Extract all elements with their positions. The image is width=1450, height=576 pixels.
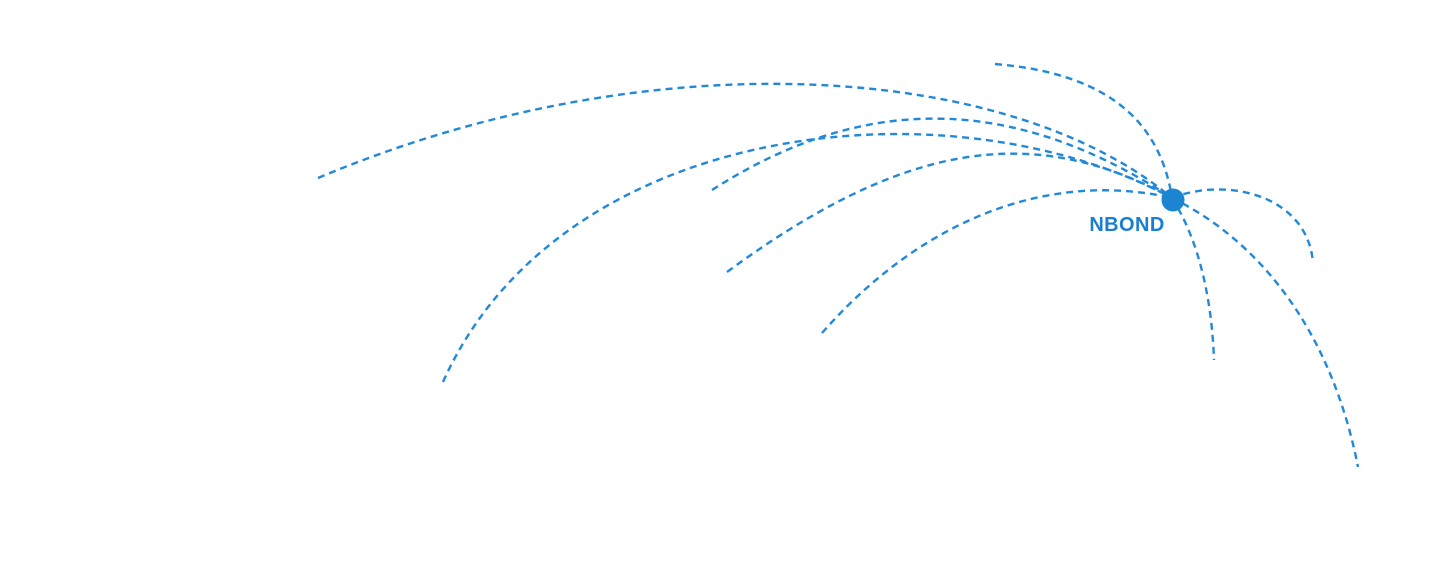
edge-from-bottom-left <box>441 132 1173 383</box>
node-nbond-label[interactable]: NBOND <box>1086 211 1167 239</box>
edge-mid-upper <box>711 117 1173 200</box>
edge-mid-left <box>726 152 1173 273</box>
node-nbond[interactable] <box>1161 188 1185 212</box>
edges-layer <box>317 62 1360 468</box>
edge-loop-right <box>1171 188 1315 264</box>
edge-stub-down <box>1170 197 1216 361</box>
edge-from-far-left <box>317 82 1173 199</box>
edge-lower-mid <box>821 189 1173 334</box>
edge-to-corner <box>1171 196 1360 468</box>
edge-from-top <box>994 62 1174 199</box>
